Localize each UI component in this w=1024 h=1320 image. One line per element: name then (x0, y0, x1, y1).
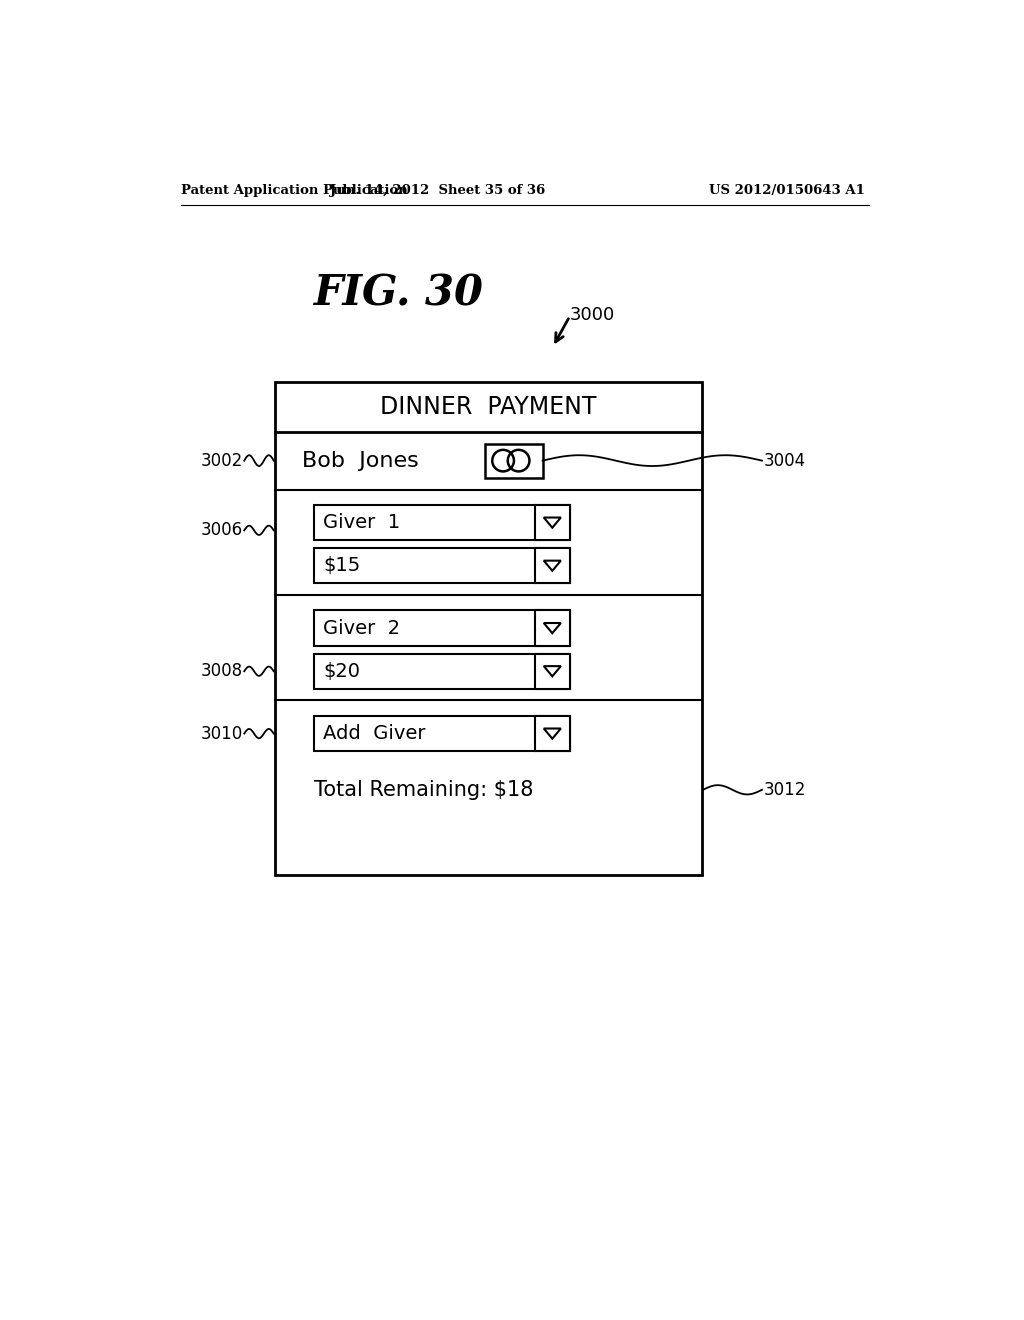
Text: 3008: 3008 (201, 663, 243, 680)
Bar (275, 381, 701, 875)
Text: Patent Application Publication: Patent Application Publication (180, 185, 408, 197)
Bar (314, 506, 569, 540)
Bar (314, 653, 569, 689)
Text: Bob  Jones: Bob Jones (302, 450, 419, 471)
Text: Total Remaining: $18: Total Remaining: $18 (314, 780, 534, 800)
Bar (314, 548, 569, 583)
Text: DINNER  PAYMENT: DINNER PAYMENT (380, 395, 597, 418)
Text: $15: $15 (324, 556, 360, 576)
Bar (535, 548, 569, 583)
Bar (535, 715, 569, 751)
Text: 3012: 3012 (764, 781, 806, 799)
Text: 3004: 3004 (764, 451, 806, 470)
Text: $20: $20 (324, 661, 360, 681)
Text: 3010: 3010 (201, 725, 243, 743)
Text: 3002: 3002 (201, 451, 243, 470)
Bar (535, 506, 569, 540)
Bar (535, 653, 569, 689)
Text: Giver  2: Giver 2 (324, 619, 400, 638)
Bar (314, 610, 569, 645)
Text: Jun. 14, 2012  Sheet 35 of 36: Jun. 14, 2012 Sheet 35 of 36 (331, 185, 546, 197)
Text: FIG. 30: FIG. 30 (314, 272, 484, 314)
Bar (484, 444, 543, 478)
Bar (314, 715, 569, 751)
Text: Giver  1: Giver 1 (324, 513, 400, 532)
Bar (535, 610, 569, 645)
Text: US 2012/0150643 A1: US 2012/0150643 A1 (710, 185, 865, 197)
Text: 3000: 3000 (569, 306, 615, 325)
Text: Add  Giver: Add Giver (324, 725, 426, 743)
Text: 3006: 3006 (201, 521, 243, 540)
